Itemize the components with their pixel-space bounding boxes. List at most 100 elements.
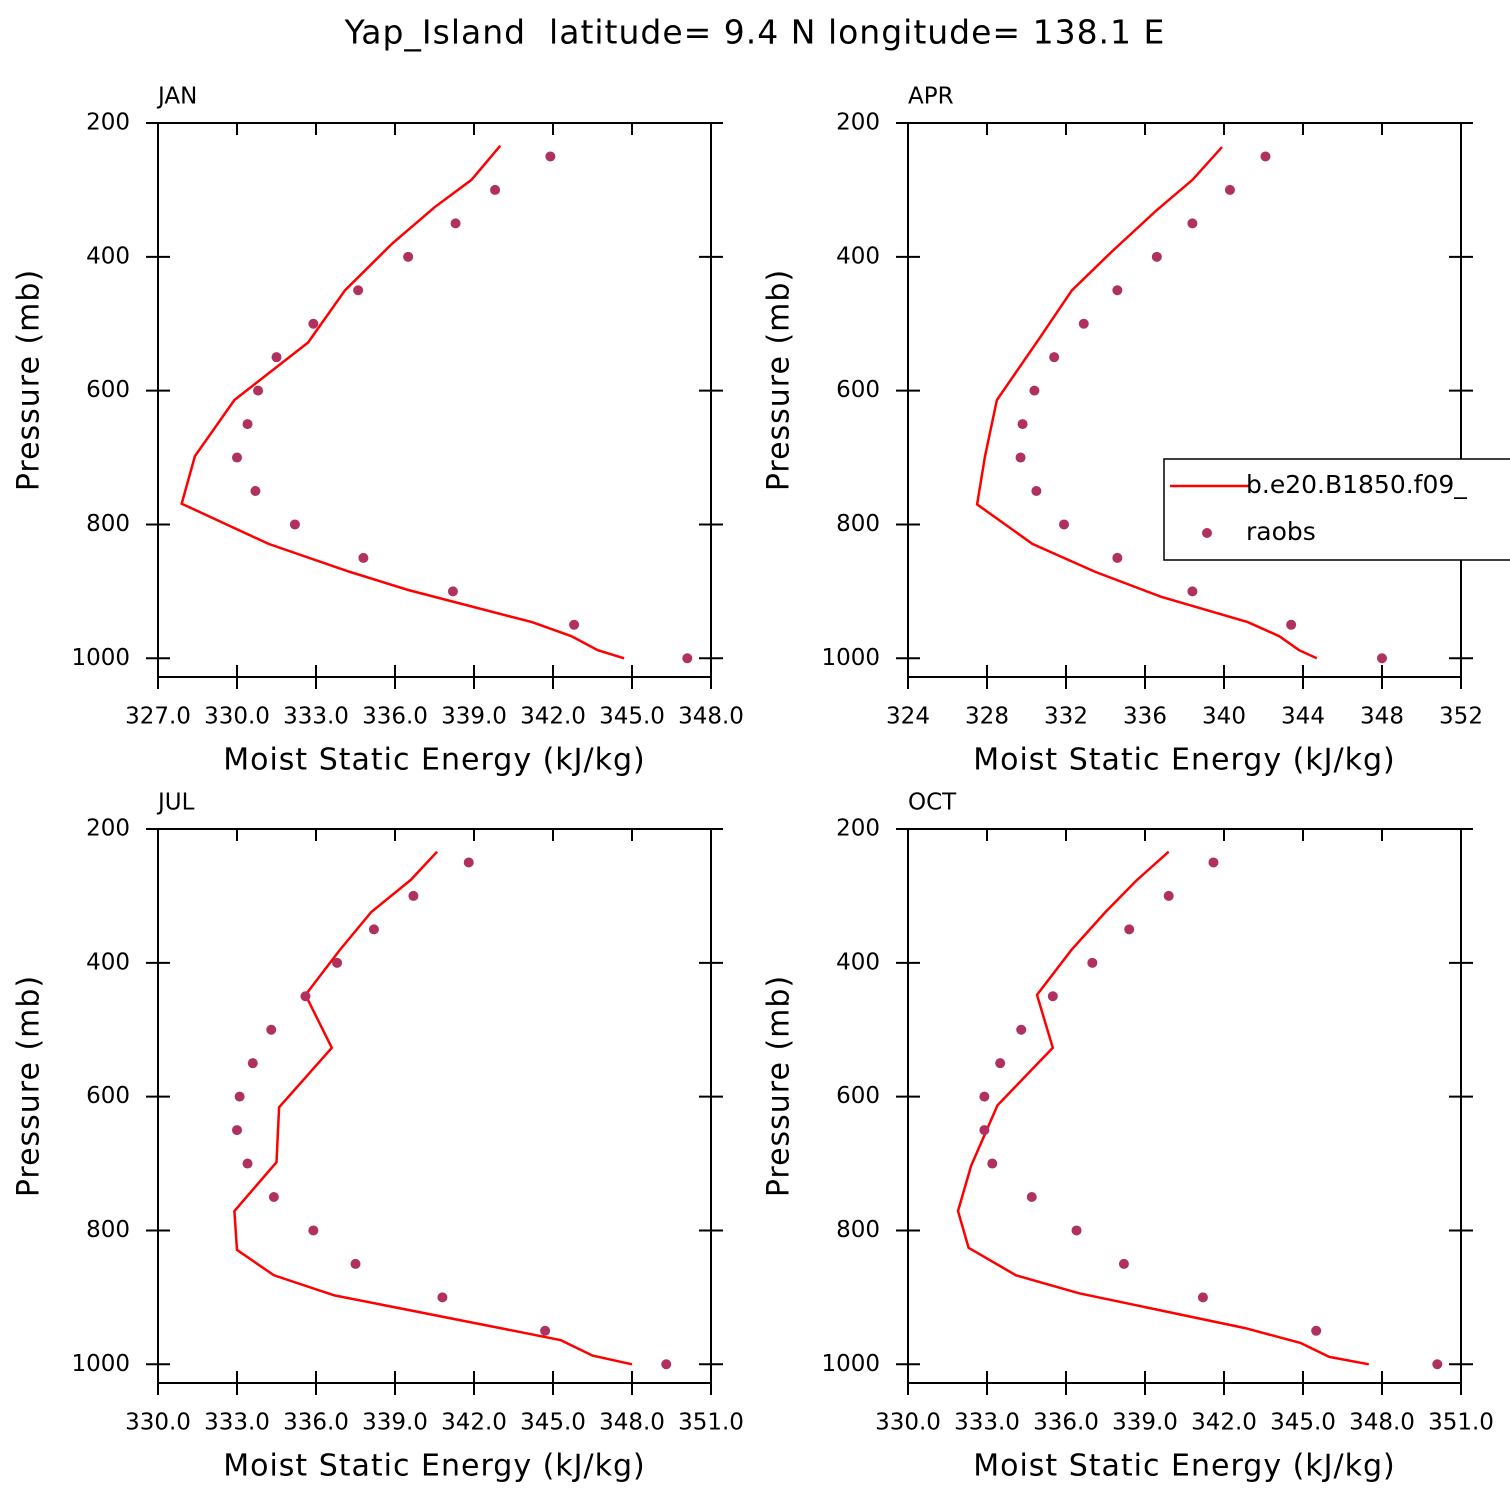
y-tick-label: 200 [86, 110, 130, 136]
model-line [975, 146, 1318, 660]
obs-point [437, 1292, 448, 1303]
obs-point [250, 485, 261, 496]
x-tick-label: 330.0 [875, 1410, 941, 1436]
panel: JUL Moist Static Energy (kJ/kg) Pressure (… [12, 790, 744, 1484]
obs-point [450, 218, 461, 229]
obs-point [1029, 385, 1040, 396]
obs-point [403, 251, 414, 262]
obs-point [232, 1125, 242, 1136]
obs-point [242, 1158, 253, 1169]
y-tick-label: 600 [86, 377, 130, 403]
obs-point [1112, 285, 1123, 296]
obs-point [545, 151, 556, 162]
obs-point [353, 285, 364, 296]
panel-title: OCT [908, 790, 957, 816]
y-axis-label: Pressure (mb) [12, 975, 47, 1197]
obs-point [1049, 352, 1060, 363]
panel: OCT Moist Static Energy (kJ/kg) Pressure (… [762, 790, 1494, 1484]
x-tick-label: 351.0 [1428, 1410, 1494, 1436]
plot-frame [157, 122, 712, 678]
obs-point [1015, 452, 1026, 463]
y-tick-label: 400 [86, 243, 130, 269]
x-tick-label: 342.0 [441, 1410, 507, 1436]
figure-title: Yap_Island latitude= 9.4 N longitude= 13… [344, 13, 1166, 52]
y-tick-label: 400 [86, 949, 130, 975]
y-tick-label: 200 [86, 816, 130, 842]
obs-point [408, 890, 419, 901]
obs-point [1047, 991, 1058, 1002]
panel: JAN Moist Static Energy (kJ/kg) Pressure (… [12, 84, 744, 778]
legend-label: b.e20.B1850.f09_ [1246, 470, 1467, 499]
obs-point [234, 1091, 245, 1102]
x-tick-label: 324 [886, 704, 930, 730]
obs-point [1078, 318, 1089, 329]
obs-point [1026, 1191, 1037, 1202]
x-tick-label: 351.0 [678, 1410, 744, 1436]
obs-point [1059, 519, 1070, 530]
panel-title: APR [908, 84, 954, 110]
x-axis-label: Moist Static Energy (kJ/kg) [973, 743, 1396, 778]
legend-swatch [1202, 528, 1212, 538]
obs-point [1112, 552, 1123, 563]
y-tick-label: 400 [836, 949, 880, 975]
obs-point [1031, 485, 1042, 496]
x-tick-label: 333.0 [283, 704, 349, 730]
obs-point [661, 1359, 672, 1370]
plot-frame [157, 828, 712, 1384]
obs-point [1016, 1024, 1027, 1035]
x-tick-label: 348.0 [678, 704, 744, 730]
obs-point [569, 619, 580, 630]
x-tick-label: 348.0 [1349, 1410, 1415, 1436]
x-tick-label: 330.0 [125, 1410, 191, 1436]
y-tick-label: 800 [86, 1217, 130, 1243]
obs-point [300, 991, 311, 1002]
obs-point [232, 452, 242, 463]
obs-point [1260, 151, 1271, 162]
obs-point [1311, 1325, 1322, 1336]
obs-point [368, 924, 379, 935]
y-tick-label: 400 [836, 243, 880, 269]
obs-point [247, 1058, 258, 1069]
x-tick-label: 348 [1360, 704, 1404, 730]
obs-point [1017, 419, 1028, 430]
x-axis-label: Moist Static Energy (kJ/kg) [223, 1449, 646, 1484]
x-tick-label: 339.0 [441, 704, 507, 730]
x-tick-label: 342.0 [520, 704, 586, 730]
obs-point [358, 552, 369, 563]
obs-point [1071, 1225, 1082, 1236]
obs-point [682, 653, 693, 664]
obs-point [1224, 184, 1235, 195]
y-tick-label: 600 [836, 377, 880, 403]
obs-point [253, 385, 264, 396]
obs-point [987, 1158, 998, 1169]
y-axis-label: Pressure (mb) [762, 975, 797, 1197]
obs-point [1087, 957, 1098, 968]
obs-point [1208, 857, 1219, 868]
obs-point [289, 519, 300, 530]
x-tick-label: 345.0 [520, 1410, 586, 1436]
obs-point [332, 957, 343, 968]
x-tick-label: 340 [1202, 704, 1246, 730]
obs-point [1187, 586, 1198, 597]
x-axis-label: Moist Static Energy (kJ/kg) [973, 1449, 1396, 1484]
obs-point [1187, 218, 1198, 229]
plot-frame [907, 828, 1462, 1384]
x-tick-label: 339.0 [362, 1410, 428, 1436]
obs-point [463, 857, 474, 868]
obs-point [308, 318, 319, 329]
y-axis-label: Pressure (mb) [12, 269, 47, 491]
obs-point [490, 184, 501, 195]
x-tick-label: 332 [1044, 704, 1088, 730]
panel: APR Moist Static Energy (kJ/kg) Pressure (… [762, 84, 1510, 778]
x-tick-label: 345.0 [599, 704, 665, 730]
x-tick-label: 336.0 [1033, 1410, 1099, 1436]
model-line [956, 850, 1370, 1366]
y-tick-label: 200 [836, 110, 880, 136]
x-tick-label: 336 [1123, 704, 1167, 730]
obs-point [308, 1225, 319, 1236]
obs-point [1118, 1258, 1129, 1269]
y-tick-label: 1000 [821, 1351, 880, 1377]
y-axis-label: Pressure (mb) [762, 269, 797, 491]
x-axis-label: Moist Static Energy (kJ/kg) [223, 743, 646, 778]
